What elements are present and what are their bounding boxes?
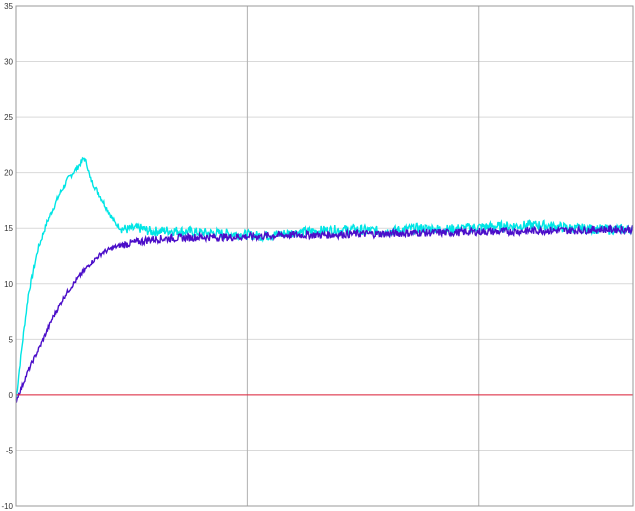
series-line-2	[15, 224, 634, 404]
series-line-1	[15, 156, 634, 401]
y-tick-label: 35	[4, 2, 13, 11]
y-tick-label: 15	[4, 224, 13, 233]
y-tick-label: 10	[4, 280, 13, 289]
y-tick-label: 30	[4, 58, 13, 67]
grid-layer	[16, 5, 633, 507]
series-layer	[15, 156, 634, 404]
y-tick-label: 25	[4, 113, 13, 122]
plot-border	[15, 5, 634, 507]
y-tick-label: 20	[4, 169, 13, 178]
y-tick-label: -5	[6, 446, 14, 455]
tick-labels: 35 30 25 20 15 10 5 0 -5 -10	[1, 2, 13, 511]
y-tick-label: 0	[9, 391, 14, 400]
y-tick-label: -10	[1, 502, 13, 511]
y-tick-label: 5	[9, 335, 14, 344]
